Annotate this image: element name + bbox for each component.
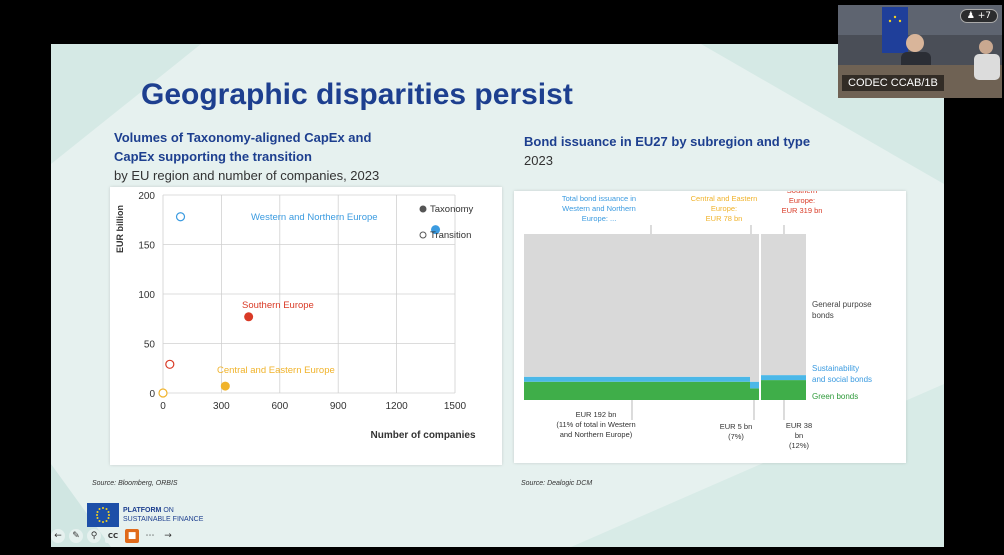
legend-label: Taxonomy [430, 204, 474, 215]
series-legend-label: General purpose [812, 300, 872, 309]
top-label-line: EUR 78 bn [706, 214, 743, 223]
right-chart-heading: Bond issuance in EU27 by subregion and t… [524, 132, 810, 170]
video-caption: CODEC CCAB/1B [842, 75, 944, 91]
left-heading-line1: Volumes of Taxonomy-aligned CapEx and [114, 130, 372, 145]
bottom-label-line: bn [795, 431, 803, 440]
top-label-line: Europe: ... [582, 214, 617, 223]
bar-segment [524, 376, 750, 382]
logo-text: PLATFORM ON SUSTAINABLE FINANCE [123, 506, 203, 524]
transition-point [158, 388, 168, 398]
taxonomy-point [431, 225, 441, 235]
series-legend-label: bonds [812, 311, 834, 320]
region-annotation: Southern Europe [242, 300, 314, 311]
top-label-line: EUR 319 bn [782, 206, 823, 215]
back-icon[interactable]: ← [51, 529, 65, 543]
slide: Geographic disparities persist Volumes o… [51, 44, 944, 547]
eu-flag-icon [87, 503, 119, 527]
region-annotation: Central and Eastern Europe [217, 365, 335, 376]
x-tick-label: 600 [271, 401, 288, 412]
person-icon: ♟ [966, 11, 975, 21]
x-axis-label: Number of companies [370, 430, 475, 441]
series-legend-label: and social bonds [812, 375, 872, 384]
right-heading-line1: Bond issuance in EU27 by subregion and t… [524, 134, 811, 149]
series-legend-label: Sustainability [812, 364, 859, 373]
legend-transition-marker [419, 231, 427, 239]
more-icon[interactable]: ⋯ [143, 529, 157, 543]
bottom-label-line: (12%) [789, 441, 810, 450]
x-tick-label: 900 [330, 401, 347, 412]
x-tick-label: 0 [160, 401, 166, 412]
bottom-label-line: EUR 38 [786, 421, 812, 430]
y-tick-label: 200 [138, 191, 155, 202]
series-legend-label: Green bonds [812, 392, 858, 401]
bottom-label-line: EUR 192 bn [576, 410, 617, 419]
transition-point [175, 212, 186, 222]
bottom-label-line: (11% of total in Western [556, 420, 635, 429]
bond-panel: Total bond issuance in Western and Northe… [514, 186, 906, 463]
top-label-line: Total bond issuance in [562, 194, 636, 203]
x-tick-label: 1200 [385, 401, 408, 412]
bar-segment [524, 381, 750, 400]
top-label-line: Western and Northern [562, 204, 636, 213]
bar-segment [761, 380, 806, 400]
pen-icon[interactable]: ✎ [69, 529, 83, 543]
logo-text-rest: ON [161, 507, 174, 514]
video-thumbnail[interactable]: ♟ +7 CODEC CCAB/1B [838, 5, 1002, 98]
top-label-line: Europe: [789, 196, 815, 205]
bar-segment [524, 234, 750, 377]
left-source: Source: Bloomberg, ORBIS [92, 480, 178, 487]
zoom-icon[interactable]: ⚲ [87, 529, 101, 543]
x-tick-label: 300 [213, 401, 230, 412]
y-tick-label: 150 [138, 241, 155, 252]
cc-icon[interactable]: CC [105, 529, 121, 543]
legend-taxonomy-marker [419, 205, 427, 213]
left-heading-line3: by EU region and number of companies, 20… [114, 168, 380, 183]
bottom-label-line: and Northern Europe) [560, 430, 633, 439]
top-label-line: Southern [787, 191, 817, 195]
y-axis-label: EUR billion [115, 205, 125, 253]
bar-segment [761, 234, 806, 376]
y-tick-label: 100 [138, 290, 155, 301]
top-label-line: Europe: [711, 204, 737, 213]
slide-title: Geographic disparities persist [141, 78, 573, 111]
left-heading-line2: CapEx supporting the transition [114, 149, 312, 164]
participants-count-text: +7 [977, 11, 991, 21]
platform-logo: PLATFORM ON SUSTAINABLE FINANCE [87, 503, 207, 529]
y-tick-label: 0 [149, 389, 155, 400]
top-label-line: Central and Eastern [691, 194, 758, 203]
camera-icon[interactable]: ■ [125, 529, 139, 543]
bar-segment [750, 234, 759, 382]
taxonomy-point [244, 312, 254, 322]
scatter-chart: 0 300 600 900 1200 1500 0 50 100 150 200 Number of … [115, 191, 476, 441]
transition-point [165, 359, 175, 369]
participants-count[interactable]: ♟ +7 [959, 9, 998, 23]
logo-text-bold: PLATFORM [123, 507, 162, 514]
taxonomy-point [220, 381, 230, 391]
x-tick-label: 1500 [444, 401, 467, 412]
bar-segment [750, 388, 759, 400]
legend-label: Transition [430, 230, 471, 241]
right-source: Source: Dealogic DCM [521, 480, 593, 487]
bottom-label-line: EUR 5 bn [720, 422, 753, 431]
region-annotation: Western and Northern Europe [251, 212, 378, 223]
right-heading-line2: 2023 [524, 153, 553, 168]
presentation-toolbar: ← ✎ ⚲ CC ■ ⋯ → [51, 529, 175, 545]
bottom-label-line: (7%) [728, 432, 744, 441]
bar-segment [761, 375, 806, 381]
y-tick-label: 50 [144, 340, 156, 351]
scatter-panel: 0 300 600 900 1200 1500 0 50 100 150 200 Number of … [110, 187, 502, 465]
bar-segment [750, 381, 759, 389]
forward-icon[interactable]: → [161, 529, 175, 543]
logo-text-line2: SUSTAINABLE FINANCE [123, 516, 204, 523]
left-chart-heading: Volumes of Taxonomy-aligned CapEx and Ca… [114, 128, 379, 185]
